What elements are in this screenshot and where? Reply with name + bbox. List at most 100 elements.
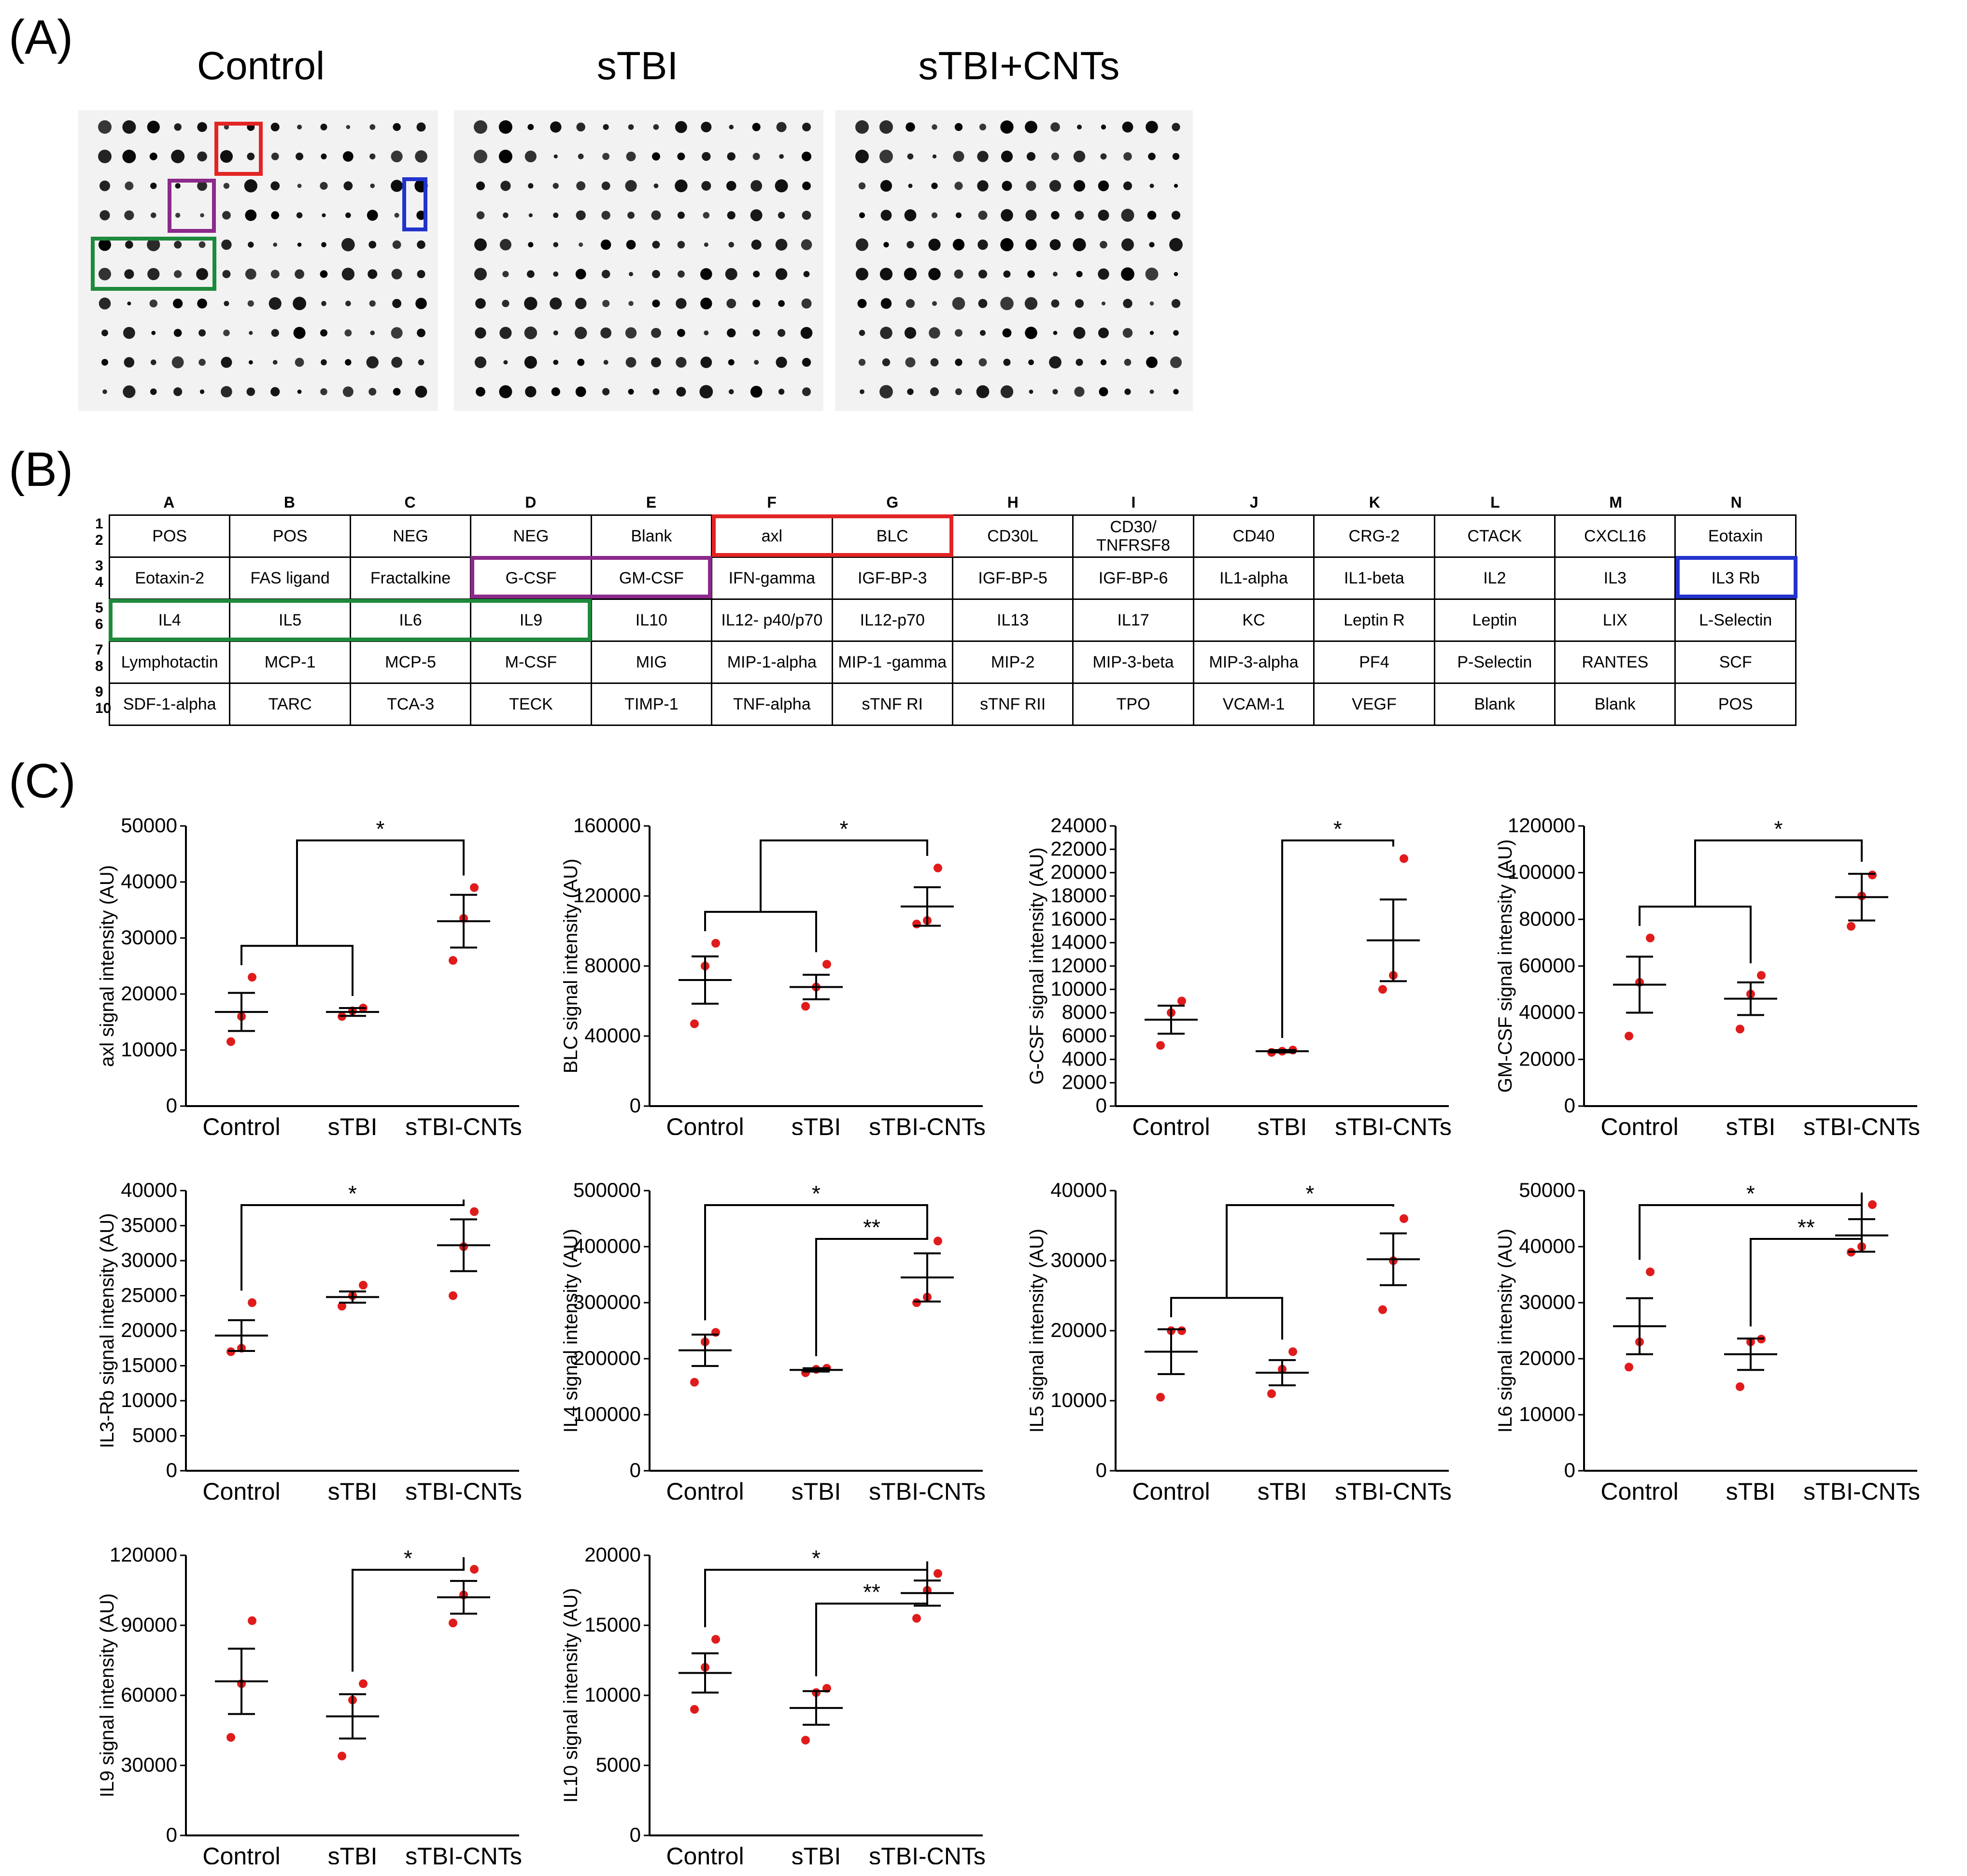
blot-spot: [271, 211, 280, 220]
blot-spot: [652, 388, 660, 395]
x-tick-label: sTBI-CNTs: [869, 1478, 986, 1500]
y-tick-label: 16000: [1050, 907, 1107, 930]
array-cell: L-Selectin: [1674, 598, 1797, 642]
significance-label: *: [1746, 1181, 1755, 1206]
array-cell: CTACK: [1433, 514, 1556, 558]
blot-spot: [147, 238, 160, 252]
array-col-head-l: L: [1490, 494, 1500, 511]
data-point: [1625, 1032, 1633, 1040]
blot-spot: [879, 149, 893, 163]
blot-spot: [273, 242, 277, 247]
y-tick-label: 5000: [596, 1753, 641, 1776]
blot-spot: [1174, 272, 1178, 276]
x-tick-label: Control: [666, 1478, 744, 1500]
array-map-table: POS POS NEG NEG Blank axl BLC CD30L CD30/ TNFRSF…: [108, 514, 1797, 726]
blot-spot: [1027, 270, 1035, 278]
array-cell: MIG: [590, 640, 713, 684]
blot-spot: [952, 239, 965, 251]
array-cell: Fractalkine: [349, 556, 472, 600]
blot-spot: [628, 389, 634, 395]
blot-spot: [628, 124, 634, 130]
y-tick-label: 10000: [121, 1389, 177, 1411]
blot-spot: [602, 299, 610, 307]
blot-spot: [1174, 184, 1178, 188]
blot-spot: [1123, 181, 1132, 190]
blot-spot: [652, 270, 660, 278]
blot-spot: [751, 240, 762, 250]
significance-label: *: [812, 1181, 821, 1206]
array-cell: SDF-1-alpha: [108, 682, 231, 726]
blot-spot: [197, 298, 207, 309]
array-cell: TPO: [1072, 682, 1194, 726]
blot-spot: [415, 150, 427, 163]
x-tick-label: sTBI-CNTs: [405, 1113, 522, 1135]
blot-dots-svg: [474, 120, 813, 398]
blot-spot: [248, 360, 253, 365]
array-row-number-label: 1: [95, 516, 103, 532]
array-col-head-f: F: [767, 494, 777, 511]
blot-spot: [1098, 210, 1109, 221]
blot-spot: [500, 181, 511, 191]
blot-spot: [1025, 239, 1037, 251]
array-cell: CD30/ TNFRSF8: [1072, 514, 1194, 558]
blot-spot: [855, 149, 869, 163]
blot-spot: [629, 271, 634, 276]
blot-spot: [906, 122, 915, 132]
blot-spot: [955, 329, 962, 337]
blot-spot: [370, 330, 375, 336]
chart-5: 0 5000 10000 15000 20000 25000 30000 35000 40000…: [97, 1179, 522, 1500]
significance-label: *: [812, 1546, 821, 1571]
blot-spot: [952, 297, 965, 310]
y-tick-label: 0: [166, 1094, 177, 1117]
blot-spot: [174, 270, 182, 278]
array-cell: Leptin: [1433, 598, 1556, 642]
panel-label-a: (A): [9, 10, 73, 64]
blot-spot: [474, 238, 487, 251]
blot-spot: [1170, 356, 1182, 369]
blot-spot: [651, 210, 661, 220]
blot-spot: [416, 122, 426, 132]
blot-spot: [859, 329, 865, 336]
blot-spot: [198, 358, 206, 366]
y-tick-label: 80000: [1519, 907, 1575, 930]
array-cell: Blank: [1433, 682, 1556, 726]
x-tick-label: sTBI-CNTs: [1803, 1113, 1920, 1135]
blot-spot: [368, 269, 378, 279]
blot-spot: [369, 300, 376, 307]
blot-spot: [200, 213, 204, 217]
array-cell: GM-CSF: [590, 556, 713, 600]
blot-spot: [502, 270, 509, 278]
blot-spot: [1075, 299, 1084, 308]
array-cell: TCA-3: [349, 682, 472, 726]
data-point: [449, 1619, 457, 1628]
blot-spot: [954, 123, 963, 131]
y-tick-label: 40000: [1519, 1001, 1575, 1023]
blot-spot: [601, 211, 610, 220]
blot-spot: [391, 180, 403, 192]
array-cell: MIP-2: [951, 640, 1074, 684]
highlight-box-il4-il9: [91, 237, 216, 291]
y-tick-label: 0: [1564, 1459, 1575, 1481]
data-point: [1868, 1200, 1877, 1209]
blot-spot: [321, 359, 327, 366]
array-cell: IL2: [1433, 556, 1556, 600]
blot-spot: [197, 122, 207, 132]
array-row-number-label: 8: [95, 658, 103, 674]
y-tick-label: 200000: [573, 1347, 641, 1369]
chart-10: 0 5000 10000 15000 20000 IL10 signal intensit…: [560, 1543, 986, 1864]
blot-spot: [750, 180, 763, 192]
y-tick-label: 500000: [573, 1179, 641, 1201]
blot-spot: [601, 181, 610, 190]
blot-spot: [368, 241, 377, 249]
y-tick-label: 20000: [1519, 1047, 1575, 1070]
blot-spot: [625, 180, 637, 192]
data-point: [449, 1291, 457, 1300]
blot-spot: [245, 269, 256, 280]
array-row-number-label: 10: [95, 700, 112, 716]
data-point: [1757, 971, 1766, 980]
y-tick-label: 0: [630, 1094, 641, 1117]
y-tick-label: 2000: [1062, 1071, 1107, 1094]
blot-spot: [802, 387, 811, 396]
blot-spot: [778, 388, 785, 395]
y-tick-label: 100000: [1508, 861, 1575, 883]
